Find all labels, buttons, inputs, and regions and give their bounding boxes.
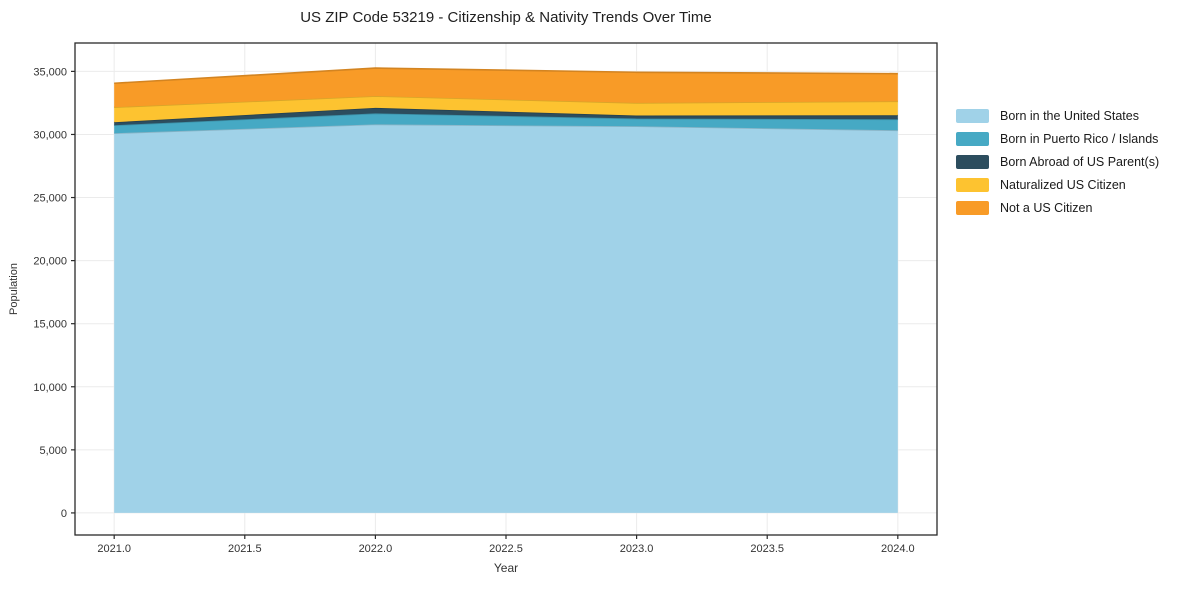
legend-label: Born in the United States: [1000, 109, 1139, 123]
y-axis-label: Population: [8, 263, 20, 315]
x-tick-label: 2021.0: [97, 543, 131, 555]
legend-item: Born Abroad of US Parent(s): [956, 155, 1159, 169]
y-tick-label: 35,000: [33, 66, 67, 78]
y-tick-label: 15,000: [33, 319, 67, 331]
area-edge-not-a-us-citizen: [114, 67, 898, 85]
y-tick-label: 0: [61, 508, 67, 520]
x-tick-label: 2024.0: [881, 543, 915, 555]
x-tick-label: 2022.5: [489, 543, 523, 555]
chart-title: US ZIP Code 53219 - Citizenship & Nativi…: [300, 9, 712, 26]
y-tick-label: 10,000: [33, 382, 67, 394]
y-tick-label: 30,000: [33, 129, 67, 141]
legend-swatch: [956, 109, 989, 123]
legend-item: Naturalized US Citizen: [956, 178, 1159, 192]
x-tick-label: 2023.5: [750, 543, 784, 555]
x-tick-label: 2022.0: [359, 543, 393, 555]
legend-item: Born in the United States: [956, 109, 1159, 123]
legend-swatch: [956, 178, 989, 192]
area-not-a-us-citizen: [114, 68, 898, 108]
y-tick-label: 25,000: [33, 193, 67, 205]
y-tick-label: 5,000: [39, 445, 67, 457]
y-tick-label: 20,000: [33, 256, 67, 268]
legend-label: Naturalized US Citizen: [1000, 178, 1126, 192]
legend: Born in the United States Born in Puerto…: [956, 109, 1159, 215]
legend-label: Born Abroad of US Parent(s): [1000, 155, 1160, 169]
legend-label: Born in Puerto Rico / Islands: [1000, 132, 1159, 146]
x-tick-label: 2021.5: [228, 543, 262, 555]
area-born-in-puerto-rico-islands: [114, 113, 898, 134]
legend-item: Born in Puerto Rico / Islands: [956, 132, 1159, 146]
x-axis-label: Year: [493, 561, 519, 575]
legend-item: Not a US Citizen: [956, 201, 1159, 215]
x-tick-label: 2023.0: [620, 543, 654, 555]
legend-label: Not a US Citizen: [1000, 201, 1093, 215]
legend-swatch: [956, 201, 989, 215]
legend-swatch: [956, 155, 989, 169]
legend-swatch: [956, 132, 989, 146]
area-born-in-the-united-states: [114, 124, 898, 513]
